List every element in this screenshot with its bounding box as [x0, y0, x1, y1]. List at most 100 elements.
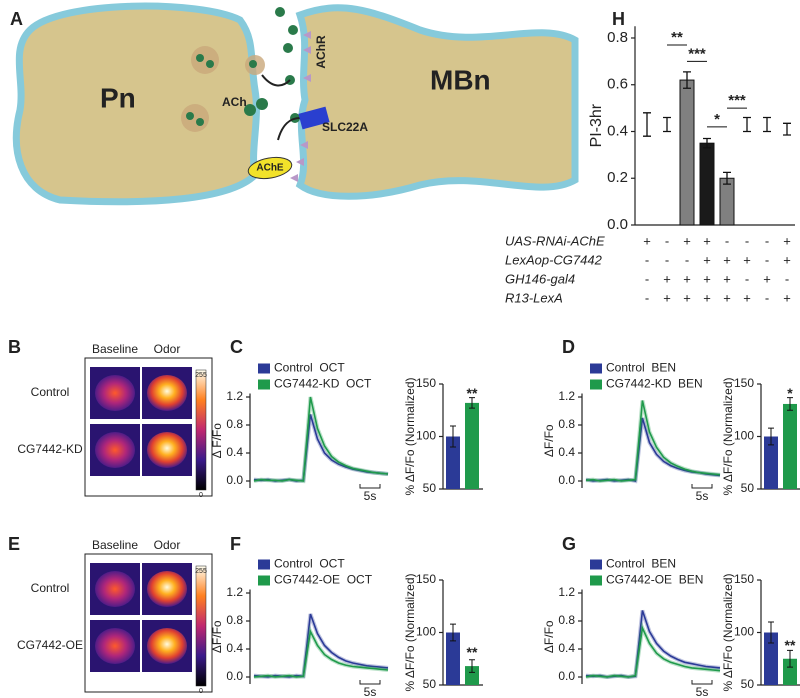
bar — [764, 632, 778, 685]
transmitter-label: ACh — [222, 95, 247, 109]
bar — [783, 403, 797, 489]
vesicle — [244, 104, 256, 116]
error-bar — [768, 621, 774, 644]
genotype-sign: - — [645, 290, 649, 305]
colorbar — [195, 565, 207, 687]
y-tick-label: 0.4 — [607, 122, 628, 139]
y-tick-label: 100 — [416, 429, 436, 443]
y-axis-label: ΔF/Fo — [542, 424, 556, 457]
panel-label: D — [562, 337, 575, 357]
colorbar-tick-label: 0 — [199, 688, 203, 695]
significance: *** — [728, 92, 746, 109]
y-tick-label: 0.8 — [607, 29, 628, 46]
genotype-sign: - — [745, 271, 749, 286]
y-tick-label: 0.4 — [558, 445, 575, 459]
genotype-sign: + — [763, 271, 771, 286]
arrow — [277, 117, 301, 141]
panel-label: B — [8, 337, 21, 357]
y-tick-label: 50 — [741, 677, 755, 691]
genotype-sign: + — [663, 290, 671, 305]
y-axis-label: Δ F/Fo — [210, 423, 224, 459]
error-bar — [787, 397, 793, 411]
vesicle — [196, 118, 204, 126]
y-tick-label: 0.0 — [558, 473, 575, 487]
transporter-label: SLC22A — [322, 120, 368, 134]
bar — [446, 436, 460, 489]
enzyme-label: AChE — [256, 163, 284, 174]
scale-bar-label: 5s — [696, 685, 709, 698]
error-bar — [450, 425, 456, 448]
colorbar-tick-label: 255 — [195, 372, 207, 379]
panel-label: E — [8, 534, 20, 554]
heatmap-signal — [95, 375, 135, 411]
error-bar — [763, 116, 771, 133]
column-label: Odor — [154, 538, 181, 552]
legend-swatch — [590, 575, 602, 586]
y-axis-label: % ΔF/Fo (Normalized) — [721, 573, 735, 691]
genotype-sign: + — [723, 252, 731, 267]
error-bar — [450, 623, 456, 642]
legend-label: CG7442-OE BEN — [606, 573, 703, 587]
panel-label: F — [230, 534, 241, 554]
trace — [253, 396, 389, 482]
trace — [585, 625, 721, 678]
receptors — [290, 31, 311, 182]
error-bar — [743, 116, 751, 133]
presynaptic-neuron — [12, 2, 260, 206]
vesicle — [196, 54, 204, 62]
legend-swatch — [258, 379, 270, 390]
genotype-sign: - — [765, 252, 769, 267]
neuron-label: MBn — [430, 64, 491, 95]
ach — [288, 25, 298, 35]
y-tick-label: 50 — [423, 481, 437, 495]
genotype-sign: + — [703, 271, 711, 286]
y-tick-label: 150 — [734, 572, 754, 586]
genotype-sign: + — [723, 290, 731, 305]
error-bar — [469, 397, 475, 409]
legend-swatch — [590, 379, 602, 390]
legend-label: Control BEN — [606, 557, 676, 571]
enzyme — [247, 156, 293, 180]
significance: ** — [671, 29, 683, 46]
receptor-label: AChR — [314, 35, 328, 69]
y-tick-label: 100 — [734, 625, 754, 639]
scale-bar — [359, 680, 381, 685]
genotype-sign: - — [765, 233, 769, 248]
legend-label: Control BEN — [606, 361, 676, 375]
heatmap-signal — [95, 432, 135, 468]
legend-label: CG7442-KD OCT — [274, 377, 372, 391]
y-axis-label: PI-3hr — [588, 103, 605, 147]
vesicle — [186, 112, 194, 120]
bar — [719, 177, 735, 226]
bar — [783, 658, 797, 685]
bar — [446, 632, 460, 685]
y-tick-label: 0.0 — [226, 669, 243, 683]
y-tick-label: 100 — [416, 625, 436, 639]
genotype-sign: - — [765, 290, 769, 305]
genotype-sign: - — [785, 271, 789, 286]
y-tick-label: 0.8 — [558, 417, 575, 431]
y-tick-label: 0.8 — [226, 417, 243, 431]
genotype-sign: + — [743, 290, 751, 305]
trace — [585, 400, 721, 482]
y-tick-label: 0.4 — [226, 641, 243, 655]
panel-label: H — [612, 9, 625, 29]
genotype-sign: - — [685, 252, 689, 267]
y-tick-label: 0.0 — [607, 216, 628, 233]
transporter — [298, 106, 330, 130]
legend-label: Control OCT — [274, 557, 345, 571]
genotype-label: LexAop-CG7442 — [505, 252, 603, 267]
error-bar — [723, 171, 731, 185]
genotype-sign: - — [745, 233, 749, 248]
significance: ** — [785, 637, 796, 653]
y-tick-label: 150 — [416, 376, 436, 390]
heatmap-signal — [147, 628, 187, 664]
scale-bar-label: 5s — [364, 489, 377, 503]
legend-label: Control OCT — [274, 361, 345, 375]
y-tick-label: 1.2 — [558, 585, 575, 599]
legend-swatch — [590, 559, 602, 570]
y-tick-label: 0.6 — [607, 76, 628, 93]
row-label: Control — [31, 385, 70, 399]
y-tick-label: 0.2 — [607, 169, 628, 186]
ach — [283, 43, 293, 53]
